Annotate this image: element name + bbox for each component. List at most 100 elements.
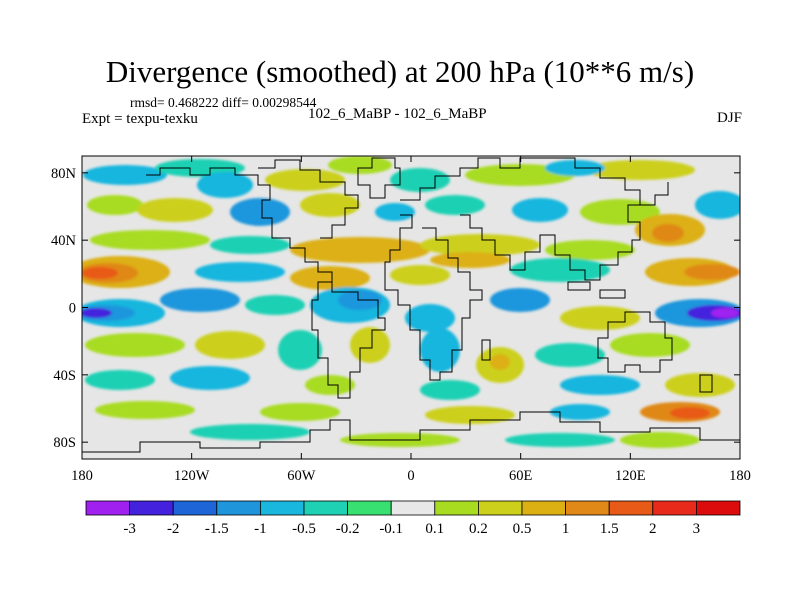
field-patch xyxy=(82,308,112,318)
colorbar-swatch xyxy=(390,500,436,516)
field-patch xyxy=(170,366,250,390)
kamchatka-coast xyxy=(640,182,669,206)
field-patch xyxy=(430,252,510,268)
field-patch xyxy=(560,306,640,330)
runs-label: 102_6_MaBP - 102_6_MaBP xyxy=(308,106,487,122)
south-america-coast xyxy=(311,281,386,399)
colorbar-label: 2 xyxy=(649,521,657,537)
field-patch xyxy=(90,230,210,250)
field-patch xyxy=(375,203,415,221)
lat-label: 40S xyxy=(53,368,76,384)
field-patch xyxy=(425,195,485,215)
field-patch xyxy=(83,165,167,185)
colorbar-swatch xyxy=(521,500,566,516)
field-patch xyxy=(265,169,345,191)
asia-coast xyxy=(460,157,641,281)
colorbar-swatch xyxy=(303,500,348,516)
colorbar xyxy=(85,500,741,516)
field-patch xyxy=(137,198,213,222)
field-patch xyxy=(290,237,430,263)
australia-coast xyxy=(597,311,673,373)
colorbar-swatch xyxy=(129,500,174,516)
africa-coast xyxy=(384,214,483,381)
field-patch xyxy=(405,304,455,332)
field-patch xyxy=(550,404,610,420)
field-patch xyxy=(87,195,143,215)
field-patch xyxy=(82,267,118,279)
season-label: DJF xyxy=(716,110,742,126)
madagascar-coast xyxy=(481,339,491,361)
lon-label: 180 xyxy=(71,468,93,484)
lat-label: 80S xyxy=(53,435,76,451)
field-patch xyxy=(684,264,740,280)
experiment-label: Expt = texpu-texku xyxy=(82,111,198,127)
colorbar-swatch xyxy=(652,500,697,516)
colorbar-label: -2 xyxy=(167,521,180,537)
field-patch xyxy=(490,288,550,312)
colorbar-swatch xyxy=(347,500,392,516)
field-patch xyxy=(610,333,690,357)
divergence-field xyxy=(82,156,740,459)
lat-label: 0 xyxy=(69,301,76,317)
field-patch xyxy=(245,295,305,315)
eurasia-north-coast xyxy=(400,157,545,201)
field-patch xyxy=(711,308,739,318)
lon-label: 120W xyxy=(174,468,210,484)
field-patch xyxy=(328,156,392,174)
field-patch xyxy=(695,191,740,219)
colorbar-label: 3 xyxy=(693,521,701,537)
field-patch xyxy=(260,403,340,421)
colorbar-label: -0.2 xyxy=(336,521,360,537)
colorbar-label: 0.5 xyxy=(513,521,532,537)
colorbar-label: -1 xyxy=(254,521,267,537)
field-patch xyxy=(490,354,510,370)
colorbar-label: 0.1 xyxy=(425,521,444,537)
latitude-labels: 80N 40N 0 40S 80S xyxy=(51,166,77,451)
stats-text: rmsd= 0.468222 diff= 0.00298544 xyxy=(130,95,317,110)
lon-label: 60W xyxy=(287,468,316,484)
field-patch xyxy=(85,333,185,357)
colorbar-label: -0.1 xyxy=(379,521,403,537)
greenland-coast xyxy=(357,157,401,199)
field-patch xyxy=(95,401,195,419)
field-patch xyxy=(290,266,370,290)
longitude-labels: 180 120W 60W 0 60E 120E 180 xyxy=(71,468,751,484)
colorbar-swatch xyxy=(608,500,654,516)
field-patch xyxy=(560,375,640,395)
field-patch xyxy=(390,265,450,285)
field-patch xyxy=(670,407,710,419)
axis-ticks xyxy=(81,156,741,459)
field-patch xyxy=(190,424,310,440)
colorbar-swatch xyxy=(696,500,741,516)
field-patch xyxy=(210,236,290,254)
field-patch xyxy=(278,330,322,370)
lon-label: 60E xyxy=(509,468,533,484)
lat-label: 80N xyxy=(51,166,77,182)
field-patch xyxy=(300,193,360,217)
page-title: Divergence (smoothed) at 200 hPa (10**6 … xyxy=(105,54,695,89)
colorbar-swatch xyxy=(259,500,305,516)
field-patch xyxy=(652,224,684,242)
lon-label: 180 xyxy=(729,468,751,484)
field-patch xyxy=(620,432,700,448)
colorbar-swatch xyxy=(565,500,610,516)
field-patch xyxy=(505,433,615,447)
colorbar-swatch xyxy=(172,500,218,516)
field-patch xyxy=(195,331,265,359)
colorbar-swatch xyxy=(434,500,479,516)
field-patch xyxy=(585,160,695,180)
colorbar-label: -1.5 xyxy=(205,521,229,537)
colorbar-label: 1.5 xyxy=(600,521,619,537)
field-patch xyxy=(512,198,568,222)
field-patch xyxy=(195,262,285,282)
field-patch xyxy=(230,198,290,226)
maritime-continent-coast xyxy=(567,281,591,291)
field-patch xyxy=(160,288,240,312)
colorbar-labels: -3 -2 -1.5 -1 -0.5 -0.2 -0.1 0.1 0.2 0.5 1 1.5 2 3 xyxy=(123,521,700,537)
colorbar-label: -3 xyxy=(123,521,136,537)
colorbar-swatch xyxy=(216,500,261,516)
field-patch xyxy=(197,172,253,198)
north-america-coast-east xyxy=(258,159,359,239)
colorbar-swatch xyxy=(85,500,130,516)
